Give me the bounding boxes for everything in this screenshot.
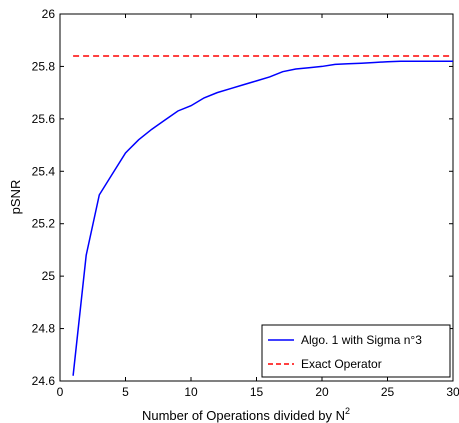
plot-area (59, 13, 454, 382)
legend-box (261, 324, 451, 378)
y-tick-label: 24.6 (32, 374, 56, 388)
y-axis-label: pSNR (8, 180, 23, 215)
legend: Algo. 1 with Sigma n°3 Exact Operator (261, 324, 451, 378)
x-tick-label: 30 (446, 385, 459, 399)
x-tick-label: 20 (315, 385, 329, 399)
legend-label-algo1: Algo. 1 with Sigma n°3 (301, 333, 422, 347)
series-lines (72, 55, 453, 376)
y-tick-label: 25.2 (32, 217, 56, 231)
series-line-algo1 (72, 60, 453, 376)
y-tick-label: 25.4 (32, 164, 56, 178)
y-tick-label: 25 (42, 269, 56, 283)
x-tick-label: 5 (122, 385, 129, 399)
x-tick-label: 0 (57, 385, 64, 399)
y-tick-label: 25.6 (32, 112, 56, 126)
y-tick-label: 24.8 (32, 322, 56, 336)
y-tick-label: 25.8 (32, 59, 56, 73)
x-axis-label-text: Number of Operations divided by N (142, 408, 345, 423)
legend-label-exact-operator: Exact Operator (301, 357, 382, 371)
x-tick-label: 15 (250, 385, 264, 399)
x-axis-label: Number of Operations divided by N2 (142, 406, 350, 423)
axis-ticks: 0 5 10 15 20 25 30 24.6 24.8 25 25.2 25.4 25.6 25.8 26 (32, 7, 459, 399)
x-axis-label-superscript: 2 (345, 406, 350, 416)
y-tick-label: 26 (42, 7, 56, 21)
x-tick-label: 25 (381, 385, 395, 399)
x-tick-label: 10 (184, 385, 198, 399)
